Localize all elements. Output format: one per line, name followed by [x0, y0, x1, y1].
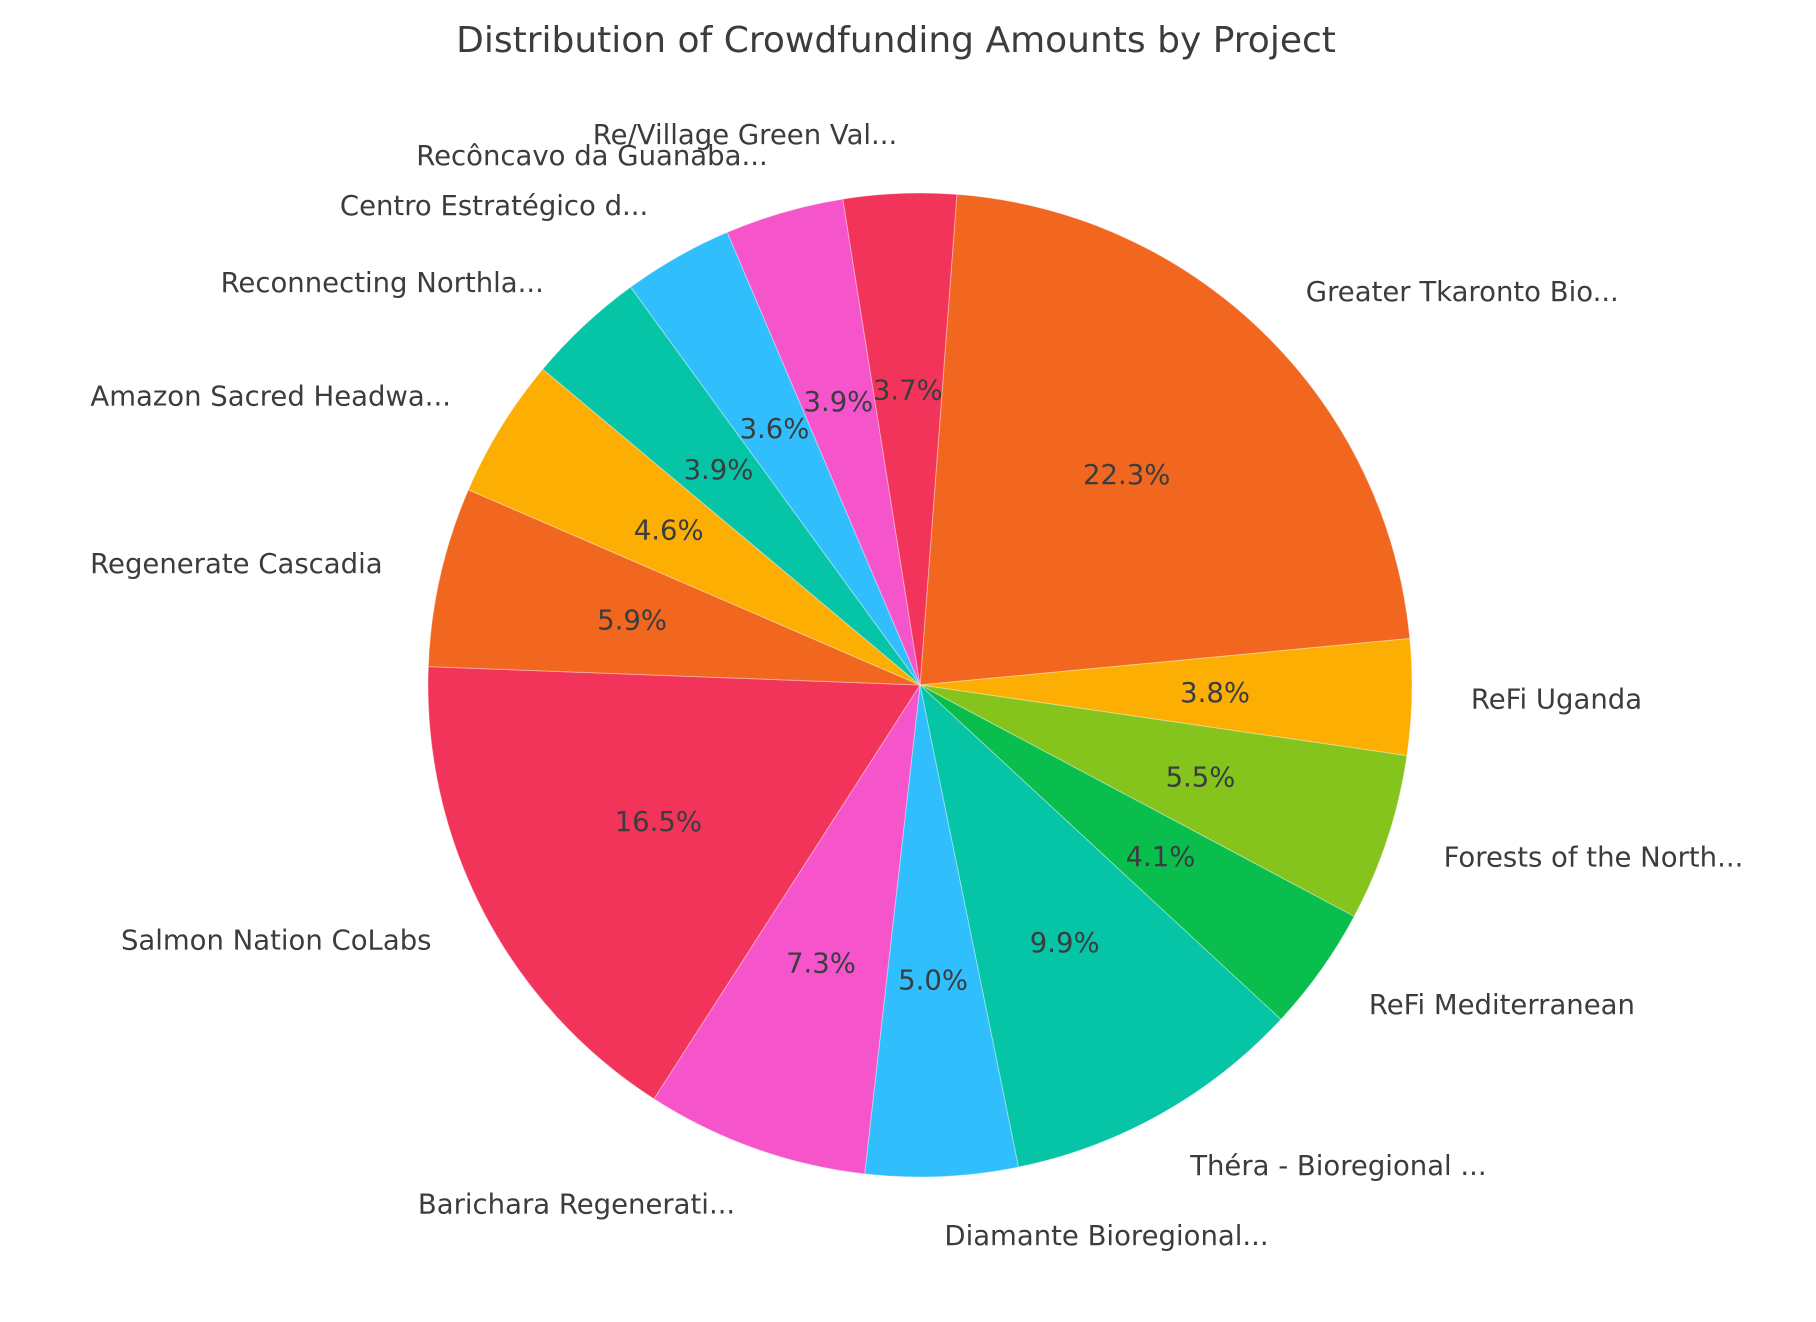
pie-slice-11 [630, 231, 921, 686]
pie-slice-3 [919, 684, 1355, 1020]
pie-slice-0 [919, 193, 1411, 686]
slice-percent-13: 3.7% [873, 375, 943, 407]
pie-slice-labels-group: Greater Tkaronto Bio... ReFi Uganda Forest… [90, 119, 1743, 1252]
slice-percent-7: 16.5% [615, 806, 702, 838]
slice-percent-11: 3.6% [740, 413, 810, 445]
pie-slice-5 [864, 684, 1019, 1178]
slice-label-2: Forests of the North... [1444, 841, 1744, 873]
slice-label-3: ReFi Mediterranean [1369, 989, 1635, 1021]
pie-slice-13 [842, 192, 958, 686]
slice-label-11: Centro Estratégico d... [340, 190, 648, 222]
slice-percent-4: 9.9% [1030, 927, 1100, 959]
pie-slice-12 [726, 198, 921, 686]
chart-title: Distribution of Crowdfunding Amounts by … [456, 20, 1336, 61]
slice-percent-3: 4.1% [1126, 841, 1196, 873]
pie-slice-2 [919, 684, 1408, 917]
pie-slice-10 [542, 286, 921, 686]
slice-percent-5: 5.0% [898, 965, 968, 997]
pie-percent-labels-group: 22.3% 3.8% 5.5% 4.1% 9.9% 5.0% 7.3% 16.5% 5.9% 4.… [597, 375, 1250, 997]
slice-label-10: Reconnecting Northla... [221, 267, 544, 299]
slice-percent-6: 7.3% [786, 948, 856, 980]
slice-label-12: Recôncavo da Guanaba... [416, 140, 767, 172]
slice-percent-9: 4.6% [634, 515, 704, 547]
slice-label-8: Regenerate Cascadia [90, 548, 382, 580]
slice-label-13: Re/Village Green Val... [593, 119, 898, 151]
slice-percent-2: 5.5% [1166, 762, 1236, 794]
slice-label-0: Greater Tkaronto Bio... [1306, 276, 1619, 308]
pie-wedges-group [427, 192, 1413, 1178]
pie-slice-4 [919, 684, 1282, 1168]
pie-slice-8 [427, 489, 921, 686]
slice-label-1: ReFi Uganda [1471, 683, 1642, 715]
pie-slice-1 [919, 638, 1413, 757]
slice-label-7: Salmon Nation CoLabs [121, 925, 432, 957]
slice-label-5: Diamante Bioregional... [944, 1220, 1268, 1252]
slice-percent-0: 22.3% [1083, 459, 1170, 491]
slice-percent-1: 3.8% [1180, 677, 1250, 709]
slice-percent-8: 5.9% [597, 604, 667, 636]
pie-slice-6 [653, 684, 921, 1175]
pie-slice-9 [467, 368, 921, 686]
slice-percent-12: 3.9% [803, 386, 873, 418]
slice-label-4: Théra - Bioregional ... [1189, 1150, 1486, 1182]
slice-label-9: Amazon Sacred Headwa... [90, 380, 451, 412]
pie-slice-7 [427, 666, 921, 1100]
slice-label-6: Barichara Regenerati... [418, 1189, 735, 1221]
slice-percent-10: 3.9% [684, 454, 754, 486]
